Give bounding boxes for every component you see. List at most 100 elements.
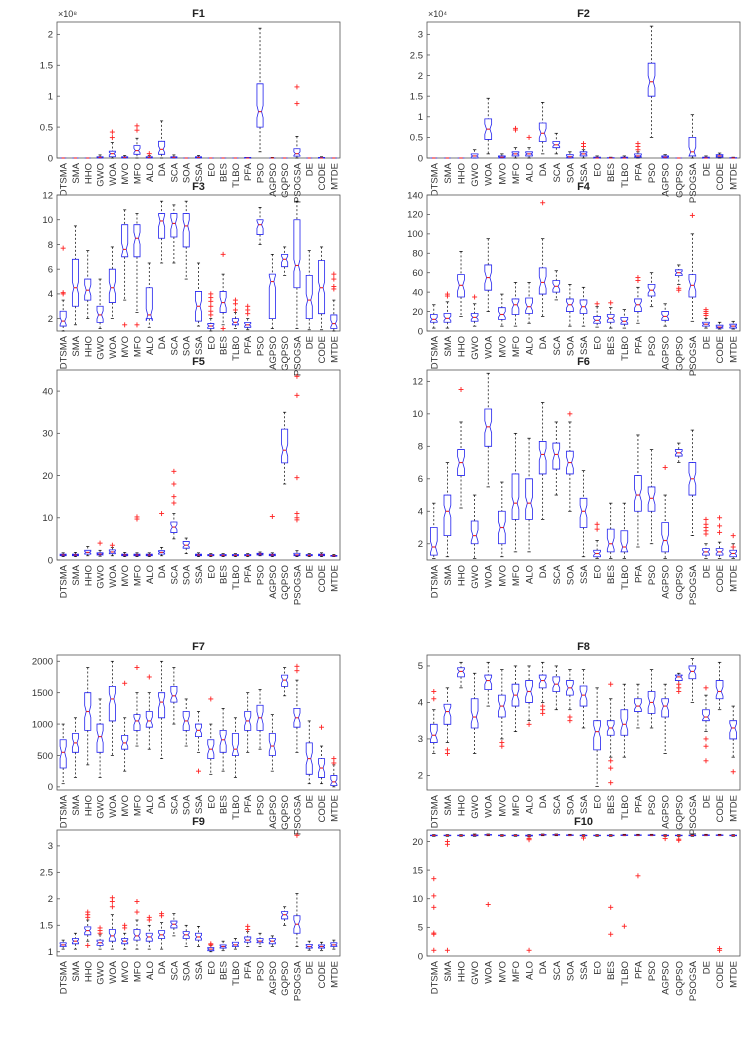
y-tick-label: 1000 <box>32 719 53 730</box>
x-tick-label: ALO <box>525 163 536 182</box>
box-bes <box>606 156 615 159</box>
x-tick-label: MVO <box>120 336 131 358</box>
panel-f6: F6 2 4 6 8 10 12 DTSMA SMA HHO GWO WOA MVO MFO ALO DA SC… <box>412 356 741 605</box>
box-pfa <box>244 303 252 331</box>
box-code <box>318 724 326 785</box>
box-soa <box>566 833 574 837</box>
x-tick-label: SOA <box>182 794 193 815</box>
box-code <box>715 152 724 159</box>
x-tick-label: SCA <box>169 960 180 980</box>
axis-exponent-label: ×10⁸ <box>58 9 77 19</box>
box-body <box>606 720 615 736</box>
box-mfo <box>511 125 520 159</box>
box-sma <box>71 932 79 950</box>
outlier-marker <box>594 301 600 307</box>
box-tlbo <box>620 833 629 929</box>
box-sca <box>552 833 561 837</box>
x-tick-label: DE <box>305 336 316 349</box>
box-body <box>281 253 289 268</box>
x-tick-label: TLBO <box>231 961 242 986</box>
outlier-marker <box>294 663 300 669</box>
outlier-marker <box>331 276 337 282</box>
box-body <box>207 739 215 760</box>
outlier-marker <box>245 311 251 317</box>
x-tick-label: BES <box>219 795 230 814</box>
x-tick-label: MFO <box>132 961 143 982</box>
outlier-marker <box>676 837 682 843</box>
x-tick-label: PSO <box>256 795 267 815</box>
box-dtsma <box>430 502 438 559</box>
box-soa <box>182 537 190 555</box>
box-body <box>182 711 190 731</box>
box-de <box>702 685 710 764</box>
axis-exponent-label: ×10⁴ <box>428 9 447 19</box>
x-tick-label: MTDE <box>729 163 740 190</box>
box-body <box>661 522 669 553</box>
x-tick-label: PSO <box>647 961 658 981</box>
box-code <box>715 833 724 953</box>
y-tick-label: 40 <box>42 386 53 397</box>
box-pso <box>256 27 264 153</box>
box-ssa <box>195 926 202 947</box>
box-body <box>674 269 683 277</box>
outlier-marker <box>269 514 275 520</box>
box-de <box>305 720 313 785</box>
x-tick-label: BES <box>606 565 617 584</box>
box-body <box>133 224 141 258</box>
outlier-marker <box>294 84 300 90</box>
box-alo <box>145 914 153 950</box>
box-ssa <box>195 552 202 557</box>
box-body <box>688 462 697 496</box>
outlier-marker <box>526 134 532 140</box>
x-tick-label: PSO <box>647 565 658 585</box>
x-tick-label: DA <box>157 162 168 176</box>
box-pso <box>256 551 264 557</box>
box-body <box>330 775 338 787</box>
x-tick-label: SOA <box>565 162 576 183</box>
box-tlbo <box>231 297 239 329</box>
x-tick-label: SMA <box>443 794 454 815</box>
box-da <box>158 911 166 950</box>
x-tick-label: MFO <box>511 795 522 816</box>
x-tick-label: SOA <box>182 335 193 356</box>
y-tick-label: 4 <box>48 289 53 300</box>
box-body <box>158 550 166 555</box>
x-tick-label: GWO <box>96 336 107 360</box>
box-body <box>606 314 615 323</box>
x-tick-label: MVO <box>120 565 131 587</box>
outlier-marker <box>594 521 600 527</box>
y-tick-label: 100 <box>407 229 423 240</box>
box-body <box>661 155 669 159</box>
box-body <box>268 733 276 756</box>
box-body <box>552 442 561 470</box>
box-woa <box>108 660 116 756</box>
outlier-marker <box>208 312 214 318</box>
outlier-marker <box>122 322 128 328</box>
x-tick-label: MTDE <box>329 961 340 988</box>
box-da <box>538 200 547 317</box>
x-tick-label: ALO <box>525 961 536 980</box>
box-mfo <box>133 213 141 328</box>
x-tick-label: SCA <box>169 794 180 814</box>
x-tick-label: DTSMA <box>59 794 70 828</box>
outlier-marker <box>159 913 165 919</box>
box-body <box>443 494 452 537</box>
x-tick-label: PSO <box>256 565 267 585</box>
x-tick-label: PSOGSA <box>688 335 699 376</box>
box-body <box>84 926 92 936</box>
y-tick-label: 5 <box>418 923 423 934</box>
outlier-marker <box>703 312 709 318</box>
box-body <box>170 685 178 703</box>
box-de <box>702 307 710 329</box>
outlier-marker <box>635 147 641 153</box>
x-tick-label: PFA <box>243 960 254 979</box>
box-body <box>96 552 104 556</box>
box-body <box>457 667 465 678</box>
x-tick-label: CODE <box>715 565 726 592</box>
x-tick-label: BES <box>606 961 617 980</box>
x-tick-label: SSA <box>579 564 590 584</box>
box-eo <box>207 291 215 332</box>
x-tick-label: AGPSO <box>661 795 672 829</box>
outlier-marker <box>703 531 709 537</box>
box-body <box>647 283 656 297</box>
